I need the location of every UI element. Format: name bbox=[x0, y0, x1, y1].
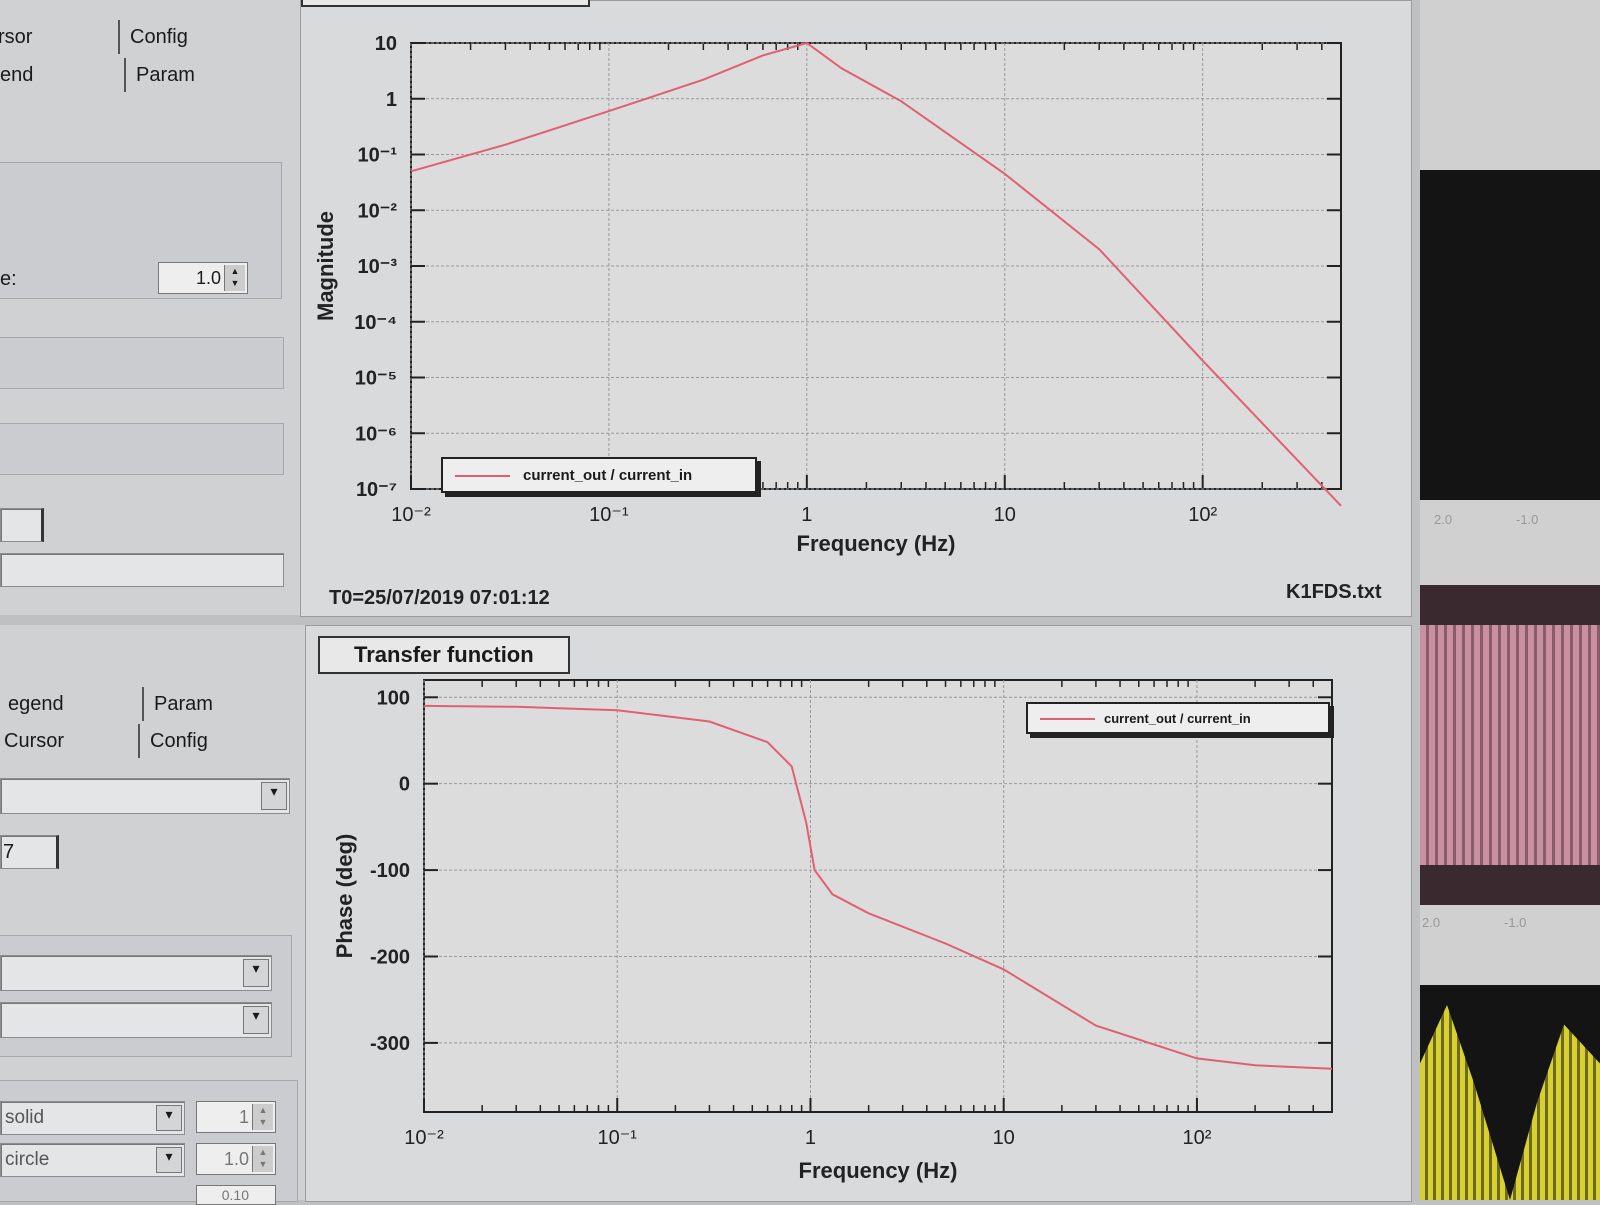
legend-series-name: current_out / current_in bbox=[1104, 710, 1251, 726]
legend-line-swatch bbox=[1040, 718, 1095, 720]
magnitude-legend: current_out / current_in bbox=[441, 457, 757, 493]
text-field[interactable] bbox=[0, 508, 44, 542]
y-tick-label: 100 bbox=[377, 687, 410, 709]
tab-legend[interactable]: end bbox=[0, 64, 34, 86]
top-title-tab bbox=[301, 0, 590, 7]
y-tick-label: 0 bbox=[399, 774, 410, 796]
scale-spinner-value: 1.0 bbox=[195, 268, 221, 288]
y-tick-label: 10⁻² bbox=[358, 200, 398, 222]
x-tick-label: 1 bbox=[801, 504, 812, 526]
y-tick-label: 10 bbox=[375, 33, 397, 55]
line-style-value: solid bbox=[5, 1107, 45, 1128]
y-tick-label: -200 bbox=[370, 946, 410, 968]
right-side-window: 2.0 -1.0 2.0 -1.0 bbox=[1420, 0, 1600, 1200]
y-tick-label: 10⁻⁷ bbox=[356, 479, 397, 501]
select-field-2[interactable]: ▾ bbox=[0, 1002, 272, 1038]
y-tick-label: -100 bbox=[370, 860, 410, 882]
y-tick-label: 10⁻¹ bbox=[358, 145, 398, 167]
settings-group-3 bbox=[0, 423, 284, 475]
x-tick-label: 10⁻¹ bbox=[589, 504, 629, 526]
tab-legend-bottom[interactable]: egend bbox=[8, 693, 64, 715]
field-label: e: bbox=[0, 268, 17, 290]
marker-size-value: 1.0 bbox=[223, 1149, 249, 1169]
tick-label: 2.0 bbox=[1434, 512, 1453, 527]
tab-param[interactable]: Param bbox=[124, 58, 296, 92]
scale-spinner[interactable]: 1.0 ▲ ▼ bbox=[158, 262, 248, 294]
tab-config[interactable]: Config bbox=[118, 20, 290, 54]
x-tick-label: 10 bbox=[994, 504, 1016, 526]
select-field-1[interactable]: ▾ bbox=[0, 955, 272, 991]
x-tick-label: 1 bbox=[805, 1127, 816, 1149]
magnitude-plot-window: 10⁻² 10⁻¹ 1 10 10² 10 1 10⁻¹ 10⁻² 10⁻³ 10⁻⁴ 10⁻⁵ 10⁻… bbox=[300, 0, 1412, 617]
phase-chart[interactable]: 10⁻² 10⁻¹ 1 10 10² 100 0 -100 -200 -300 Frequency … bbox=[306, 626, 1411, 1201]
marker-extra-spinner[interactable]: 0.10 bbox=[196, 1185, 276, 1205]
tab-param-bottom[interactable]: Param bbox=[142, 687, 304, 721]
marker-size-spinner[interactable]: 1.0 ▲ ▼ bbox=[196, 1143, 276, 1175]
y-axis-label: Phase (deg) bbox=[332, 834, 357, 959]
marker-extra-value: 0.10 bbox=[221, 1187, 249, 1203]
tick-label: 2.0 bbox=[1422, 915, 1441, 930]
spinner-arrows-icon[interactable]: ▲ ▼ bbox=[224, 265, 245, 291]
phase-plot-window: Transfer function 10⁻² 10⁻¹ 1 10 10² 100 0 -100… bbox=[305, 625, 1412, 1202]
chevron-down-icon[interactable]: ▾ bbox=[243, 959, 269, 987]
filename-label: K1FDS.txt bbox=[1286, 581, 1382, 603]
chevron-down-icon[interactable]: ▾ bbox=[156, 1105, 182, 1131]
y-tick-label: 10⁻⁵ bbox=[355, 368, 397, 390]
legend-series-name: current_out / current_in bbox=[523, 466, 693, 484]
tab-cursor-bottom[interactable]: Cursor bbox=[4, 730, 65, 752]
left-panel-top: rsor Config end Param e: 1.0 ▲ ▼ bbox=[0, 0, 300, 615]
x-tick-label: 10⁻¹ bbox=[597, 1127, 637, 1149]
y-tick-label: 10⁻⁴ bbox=[354, 312, 397, 334]
phase-legend: current_out / current_in bbox=[1026, 702, 1330, 734]
x-tick-label: 10² bbox=[1182, 1127, 1211, 1149]
tick-label: -1.0 bbox=[1516, 512, 1539, 527]
counter-field[interactable]: 7 bbox=[0, 835, 59, 869]
tab-cursor[interactable]: rsor bbox=[0, 26, 33, 48]
y-axis-label: Magnitude bbox=[313, 211, 338, 321]
t0-timestamp: T0=25/07/2019 07:01:12 bbox=[329, 587, 550, 609]
x-tick-label: 10 bbox=[993, 1127, 1015, 1149]
style-group bbox=[0, 1080, 298, 1202]
y-tick-label: -300 bbox=[370, 1033, 410, 1055]
plot-area bbox=[423, 679, 1333, 1113]
left-panel-bottom: egend Param Cursor Config ▾ 7 ▾ ▾ solid … bbox=[0, 625, 305, 1205]
chevron-down-icon[interactable]: ▾ bbox=[156, 1147, 182, 1173]
tab-row-2: end Param bbox=[0, 58, 290, 94]
yellow-trace-area bbox=[1420, 985, 1600, 1200]
tab-row-4: Cursor Config bbox=[0, 724, 305, 760]
marker-style-select[interactable]: circle ▾ bbox=[0, 1143, 185, 1177]
line-style-select[interactable]: solid ▾ bbox=[0, 1101, 185, 1135]
counter-text: 7 bbox=[3, 841, 15, 863]
tab-config-bottom[interactable]: Config bbox=[138, 724, 305, 758]
pink-trace-area bbox=[1420, 585, 1600, 905]
line-width-spinner[interactable]: 1 ▲ ▼ bbox=[196, 1101, 276, 1133]
marker-style-value: circle bbox=[5, 1149, 50, 1170]
x-tick-label: 10⁻² bbox=[404, 1127, 444, 1149]
plot-title-tab[interactable]: Transfer function bbox=[318, 636, 570, 674]
x-tick-label: 10⁻² bbox=[391, 504, 431, 526]
x-axis-label: Frequency (Hz) bbox=[799, 1158, 958, 1183]
tab-row-3: egend Param bbox=[0, 687, 305, 723]
x-tick-label: 10² bbox=[1188, 504, 1217, 526]
status-field bbox=[0, 553, 284, 587]
y-tick-label: 10⁻⁶ bbox=[355, 423, 397, 445]
chevron-down-icon[interactable]: ▾ bbox=[243, 1006, 269, 1034]
spinner-arrows-icon[interactable]: ▲ ▼ bbox=[252, 1146, 273, 1172]
spinner-arrows-icon[interactable]: ▲ ▼ bbox=[252, 1104, 273, 1130]
trace-settings-group bbox=[0, 935, 292, 1057]
chevron-down-icon[interactable]: ▾ bbox=[261, 782, 287, 810]
trace-select[interactable]: ▾ bbox=[0, 778, 290, 814]
line-width-value: 1 bbox=[238, 1107, 249, 1127]
series-line-0 bbox=[410, 41, 1342, 507]
x-axis-label: Frequency (Hz) bbox=[797, 531, 956, 556]
legend-line-swatch bbox=[455, 475, 510, 477]
tick-label: -1.0 bbox=[1504, 915, 1527, 930]
black-trace-area bbox=[1420, 170, 1600, 500]
y-tick-label: 1 bbox=[386, 89, 397, 111]
series-line-0 bbox=[423, 704, 1333, 1070]
magnitude-chart[interactable]: 10⁻² 10⁻¹ 1 10 10² 10 1 10⁻¹ 10⁻² 10⁻³ 10⁻⁴ 10⁻⁵ 10⁻… bbox=[301, 1, 1411, 581]
tab-row-1: rsor Config bbox=[0, 20, 290, 56]
settings-group-2 bbox=[0, 337, 284, 389]
y-tick-label: 10⁻³ bbox=[358, 256, 398, 278]
